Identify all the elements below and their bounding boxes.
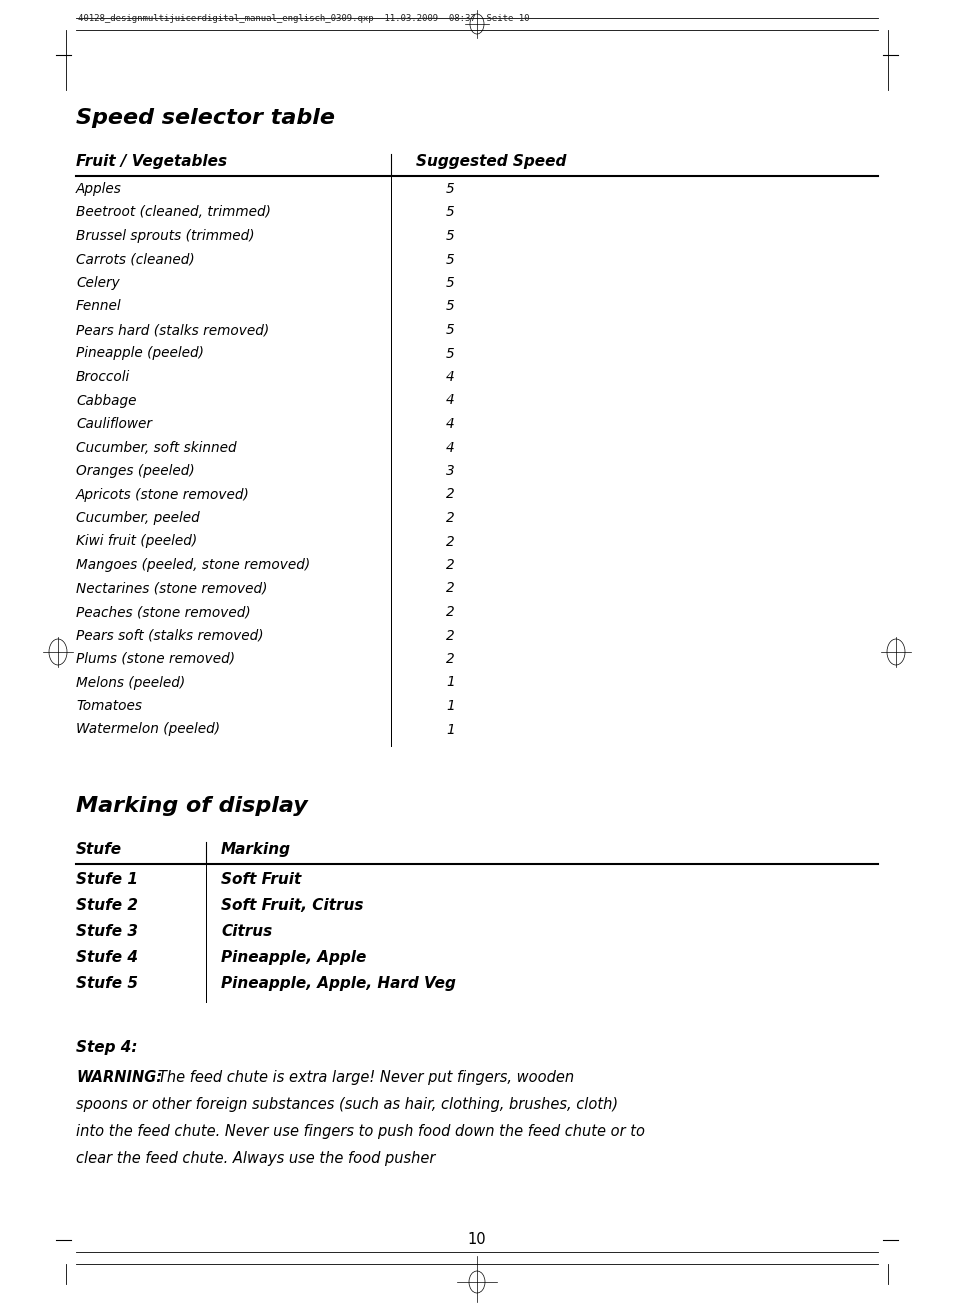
Text: Suggested Speed: Suggested Speed (416, 154, 566, 170)
Text: Cabbage: Cabbage (76, 394, 136, 407)
Text: Peaches (stone removed): Peaches (stone removed) (76, 605, 251, 619)
Text: 4: 4 (446, 441, 455, 455)
Text: 10: 10 (467, 1232, 486, 1247)
Text: Citrus: Citrus (221, 925, 272, 939)
Text: Pears hard (stalks removed): Pears hard (stalks removed) (76, 323, 269, 336)
Text: Watermelon (peeled): Watermelon (peeled) (76, 722, 220, 737)
Text: Tomatoes: Tomatoes (76, 699, 142, 713)
Text: Fennel: Fennel (76, 300, 121, 313)
Text: Step 4:: Step 4: (76, 1041, 137, 1055)
Text: 1: 1 (446, 675, 455, 690)
Text: 2: 2 (446, 535, 455, 549)
Text: spoons or other foreign substances (such as hair, clothing, brushes, cloth): spoons or other foreign substances (such… (76, 1097, 618, 1112)
Text: Cucumber, soft skinned: Cucumber, soft skinned (76, 441, 236, 455)
Text: Stufe 2: Stufe 2 (76, 898, 138, 913)
Text: Apricots (stone removed): Apricots (stone removed) (76, 488, 250, 502)
Text: 4: 4 (446, 370, 455, 383)
Text: Melons (peeled): Melons (peeled) (76, 675, 185, 690)
Text: 5: 5 (446, 206, 455, 219)
Text: Celery: Celery (76, 276, 120, 289)
Text: 5: 5 (446, 300, 455, 313)
Text: Kiwi fruit (peeled): Kiwi fruit (peeled) (76, 535, 197, 549)
Text: WARNING:: WARNING: (76, 1071, 162, 1085)
Text: Stufe 3: Stufe 3 (76, 925, 138, 939)
Text: Speed selector table: Speed selector table (76, 108, 335, 128)
Text: 2: 2 (446, 488, 455, 502)
Text: Pineapple, Apple: Pineapple, Apple (221, 951, 366, 965)
Text: Stufe 4: Stufe 4 (76, 951, 138, 965)
Text: Beetroot (cleaned, trimmed): Beetroot (cleaned, trimmed) (76, 206, 271, 219)
Text: Soft Fruit: Soft Fruit (221, 872, 301, 887)
Text: Brussel sprouts (trimmed): Brussel sprouts (trimmed) (76, 230, 254, 243)
Text: 2: 2 (446, 558, 455, 572)
Text: 5: 5 (446, 347, 455, 360)
Text: Pineapple (peeled): Pineapple (peeled) (76, 347, 204, 360)
Text: 5: 5 (446, 276, 455, 289)
Text: 2: 2 (446, 629, 455, 643)
Text: 2: 2 (446, 582, 455, 596)
Text: into the feed chute. Never use fingers to push food down the feed chute or to: into the feed chute. Never use fingers t… (76, 1124, 644, 1138)
Text: 5: 5 (446, 230, 455, 243)
Text: 2: 2 (446, 605, 455, 619)
Text: Cucumber, peeled: Cucumber, peeled (76, 511, 199, 526)
Text: Cauliflower: Cauliflower (76, 417, 152, 432)
Text: The feed chute is extra large! Never put fingers, wooden: The feed chute is extra large! Never put… (158, 1071, 574, 1085)
Text: 2: 2 (446, 652, 455, 666)
Text: Soft Fruit, Citrus: Soft Fruit, Citrus (221, 898, 363, 913)
Text: Stufe 5: Stufe 5 (76, 975, 138, 991)
Text: 1: 1 (446, 722, 455, 737)
Text: Nectarines (stone removed): Nectarines (stone removed) (76, 582, 267, 596)
Text: Stufe: Stufe (76, 842, 122, 857)
Text: 1: 1 (446, 699, 455, 713)
Text: Plums (stone removed): Plums (stone removed) (76, 652, 234, 666)
Text: 40128_designmultijuicerdigital_manual_englisch_0309.qxp  11.03.2009  08:37  Seit: 40128_designmultijuicerdigital_manual_en… (78, 14, 529, 23)
Text: Pears soft (stalks removed): Pears soft (stalks removed) (76, 629, 263, 643)
Text: Broccoli: Broccoli (76, 370, 131, 383)
Text: Oranges (peeled): Oranges (peeled) (76, 464, 194, 479)
Text: 2: 2 (446, 511, 455, 526)
Text: clear the feed chute. Always use the food pusher: clear the feed chute. Always use the foo… (76, 1151, 435, 1166)
Text: 3: 3 (446, 464, 455, 479)
Text: Fruit / Vegetables: Fruit / Vegetables (76, 154, 227, 170)
Text: Apples: Apples (76, 183, 122, 196)
Text: 5: 5 (446, 183, 455, 196)
Text: Carrots (cleaned): Carrots (cleaned) (76, 253, 194, 266)
Text: Marking: Marking (221, 842, 291, 857)
Text: Pineapple, Apple, Hard Veg: Pineapple, Apple, Hard Veg (221, 975, 456, 991)
Text: 5: 5 (446, 323, 455, 336)
Text: 4: 4 (446, 394, 455, 407)
Text: Mangoes (peeled, stone removed): Mangoes (peeled, stone removed) (76, 558, 310, 572)
Text: 4: 4 (446, 417, 455, 432)
Text: 5: 5 (446, 253, 455, 266)
Text: Marking of display: Marking of display (76, 795, 308, 816)
Text: Stufe 1: Stufe 1 (76, 872, 138, 887)
